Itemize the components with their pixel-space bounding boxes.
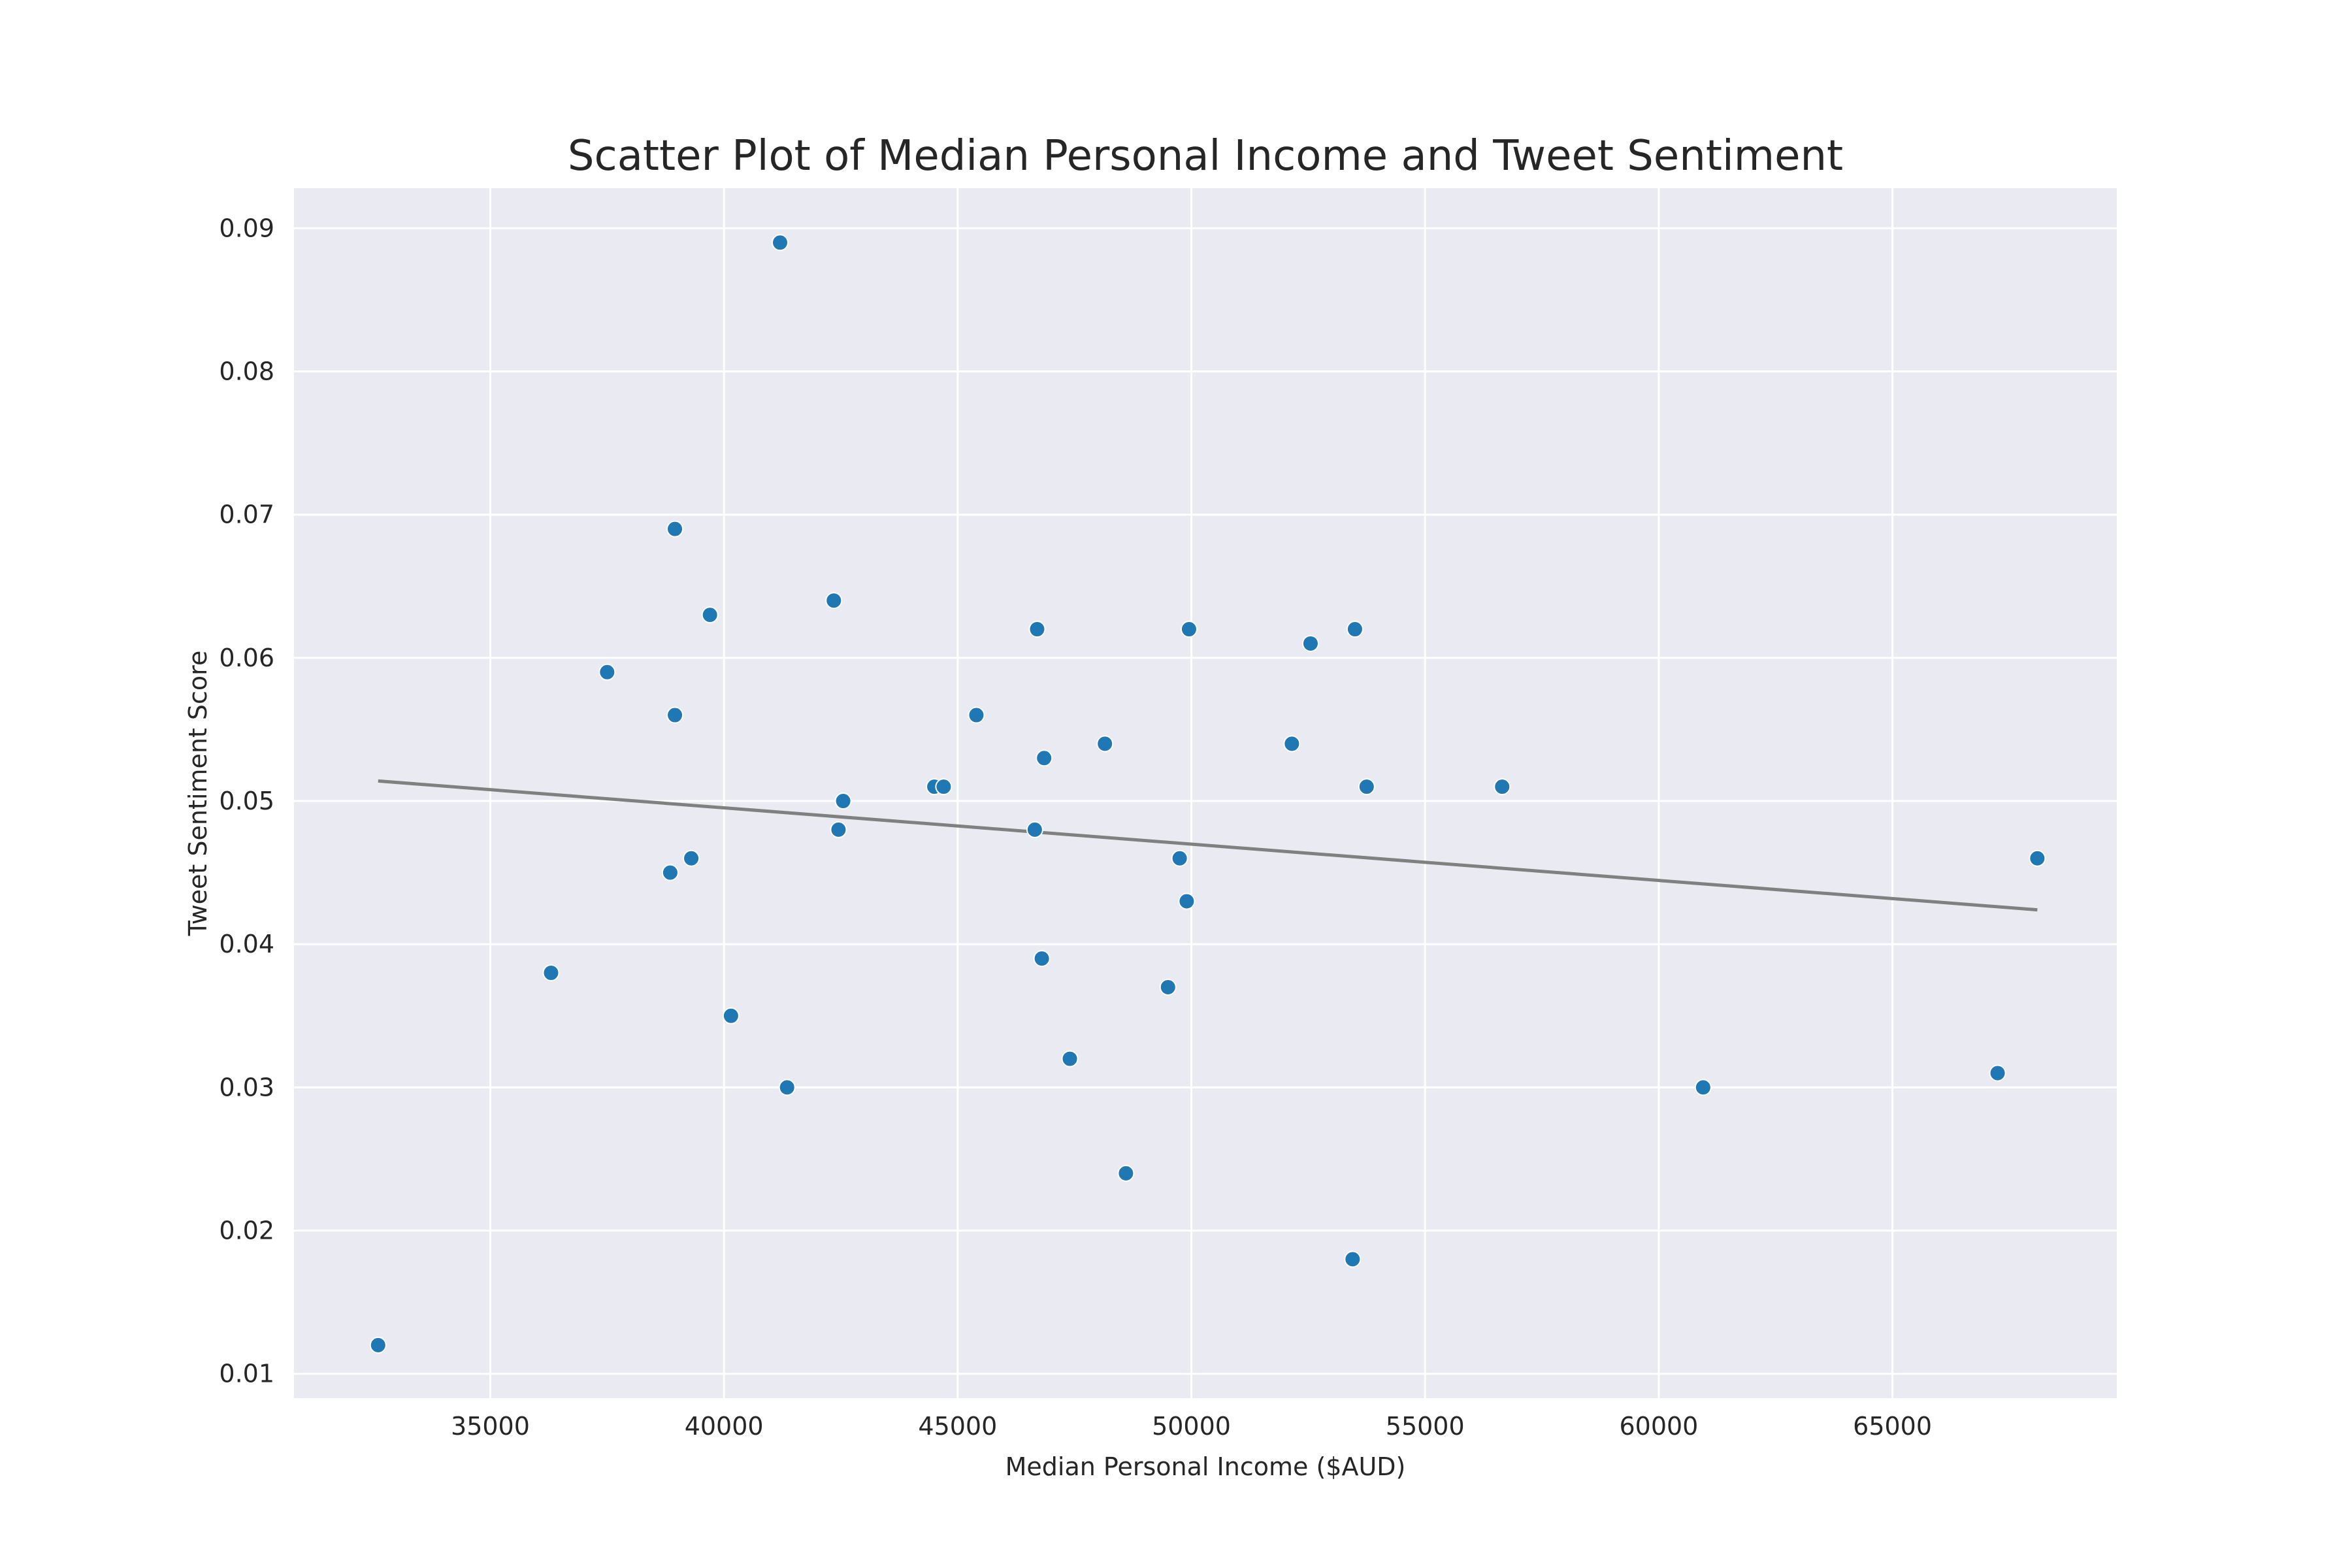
data-point bbox=[1026, 821, 1043, 838]
data-point bbox=[1117, 1164, 1135, 1182]
x-tick-label: 65000 bbox=[1853, 1412, 1932, 1441]
trend-line-group bbox=[378, 779, 2038, 912]
y-tick-labels: 0.01 0.02 0.03 0.04 0.05 0.06 0.07 0.08 0.09 bbox=[219, 214, 274, 1388]
x-tick-label: 35000 bbox=[451, 1412, 530, 1441]
data-point bbox=[1344, 1250, 1362, 1268]
x-tick-label: 50000 bbox=[1152, 1412, 1231, 1441]
data-point bbox=[2029, 849, 2046, 867]
data-point bbox=[1301, 634, 1319, 652]
data-point bbox=[1159, 978, 1177, 996]
data-point bbox=[661, 864, 679, 881]
data-point bbox=[701, 606, 719, 624]
y-tick-label: 0.01 bbox=[219, 1360, 274, 1388]
data-point bbox=[772, 234, 789, 252]
data-point bbox=[598, 663, 616, 681]
data-point bbox=[834, 792, 852, 810]
data-point bbox=[683, 849, 700, 867]
y-tick-label: 0.08 bbox=[219, 357, 274, 386]
y-tick-label: 0.09 bbox=[219, 214, 274, 242]
plot-area bbox=[294, 188, 2117, 1398]
data-point bbox=[1061, 1050, 1079, 1068]
data-point bbox=[1283, 735, 1301, 753]
data-point bbox=[825, 592, 843, 610]
chart-title: Scatter Plot of Median Personal Income a… bbox=[568, 132, 1843, 180]
data-point bbox=[1694, 1079, 1712, 1096]
data-point bbox=[935, 778, 953, 796]
y-tick-label: 0.03 bbox=[219, 1073, 274, 1102]
data-point bbox=[722, 1007, 740, 1024]
data-point bbox=[666, 520, 684, 538]
y-tick-label: 0.05 bbox=[219, 787, 274, 815]
x-tick-label: 55000 bbox=[1386, 1412, 1465, 1441]
data-point bbox=[1358, 778, 1375, 796]
data-point bbox=[1494, 778, 1511, 796]
data-point bbox=[542, 964, 560, 982]
data-point bbox=[1033, 950, 1051, 968]
data-point bbox=[666, 706, 684, 724]
y-axis-label: Tweet Sentiment Score bbox=[184, 651, 212, 937]
data-point bbox=[968, 706, 985, 724]
data-points bbox=[369, 234, 2046, 1354]
data-point bbox=[1036, 749, 1053, 767]
x-tick-labels: 35000 40000 45000 50000 55000 60000 65000 bbox=[451, 1412, 1932, 1441]
y-tick-label: 0.06 bbox=[219, 644, 274, 672]
data-point bbox=[778, 1079, 796, 1096]
data-point bbox=[1989, 1064, 2006, 1082]
x-tick-label: 40000 bbox=[685, 1412, 764, 1441]
grid bbox=[294, 188, 2117, 1398]
y-tick-label: 0.07 bbox=[219, 500, 274, 529]
x-axis-label: Median Personal Income ($AUD) bbox=[1005, 1452, 1406, 1481]
y-tick-label: 0.02 bbox=[219, 1217, 274, 1245]
data-point bbox=[1180, 621, 1198, 638]
data-point bbox=[1178, 892, 1196, 910]
data-point bbox=[1171, 849, 1188, 867]
data-point bbox=[369, 1336, 387, 1354]
trend-line bbox=[378, 779, 2038, 912]
data-point bbox=[1346, 621, 1364, 638]
y-tick-label: 0.04 bbox=[219, 930, 274, 958]
data-point bbox=[830, 821, 847, 838]
x-tick-label: 60000 bbox=[1619, 1412, 1698, 1441]
data-point bbox=[1096, 735, 1114, 753]
x-tick-label: 45000 bbox=[918, 1412, 997, 1441]
data-point bbox=[1028, 621, 1046, 638]
